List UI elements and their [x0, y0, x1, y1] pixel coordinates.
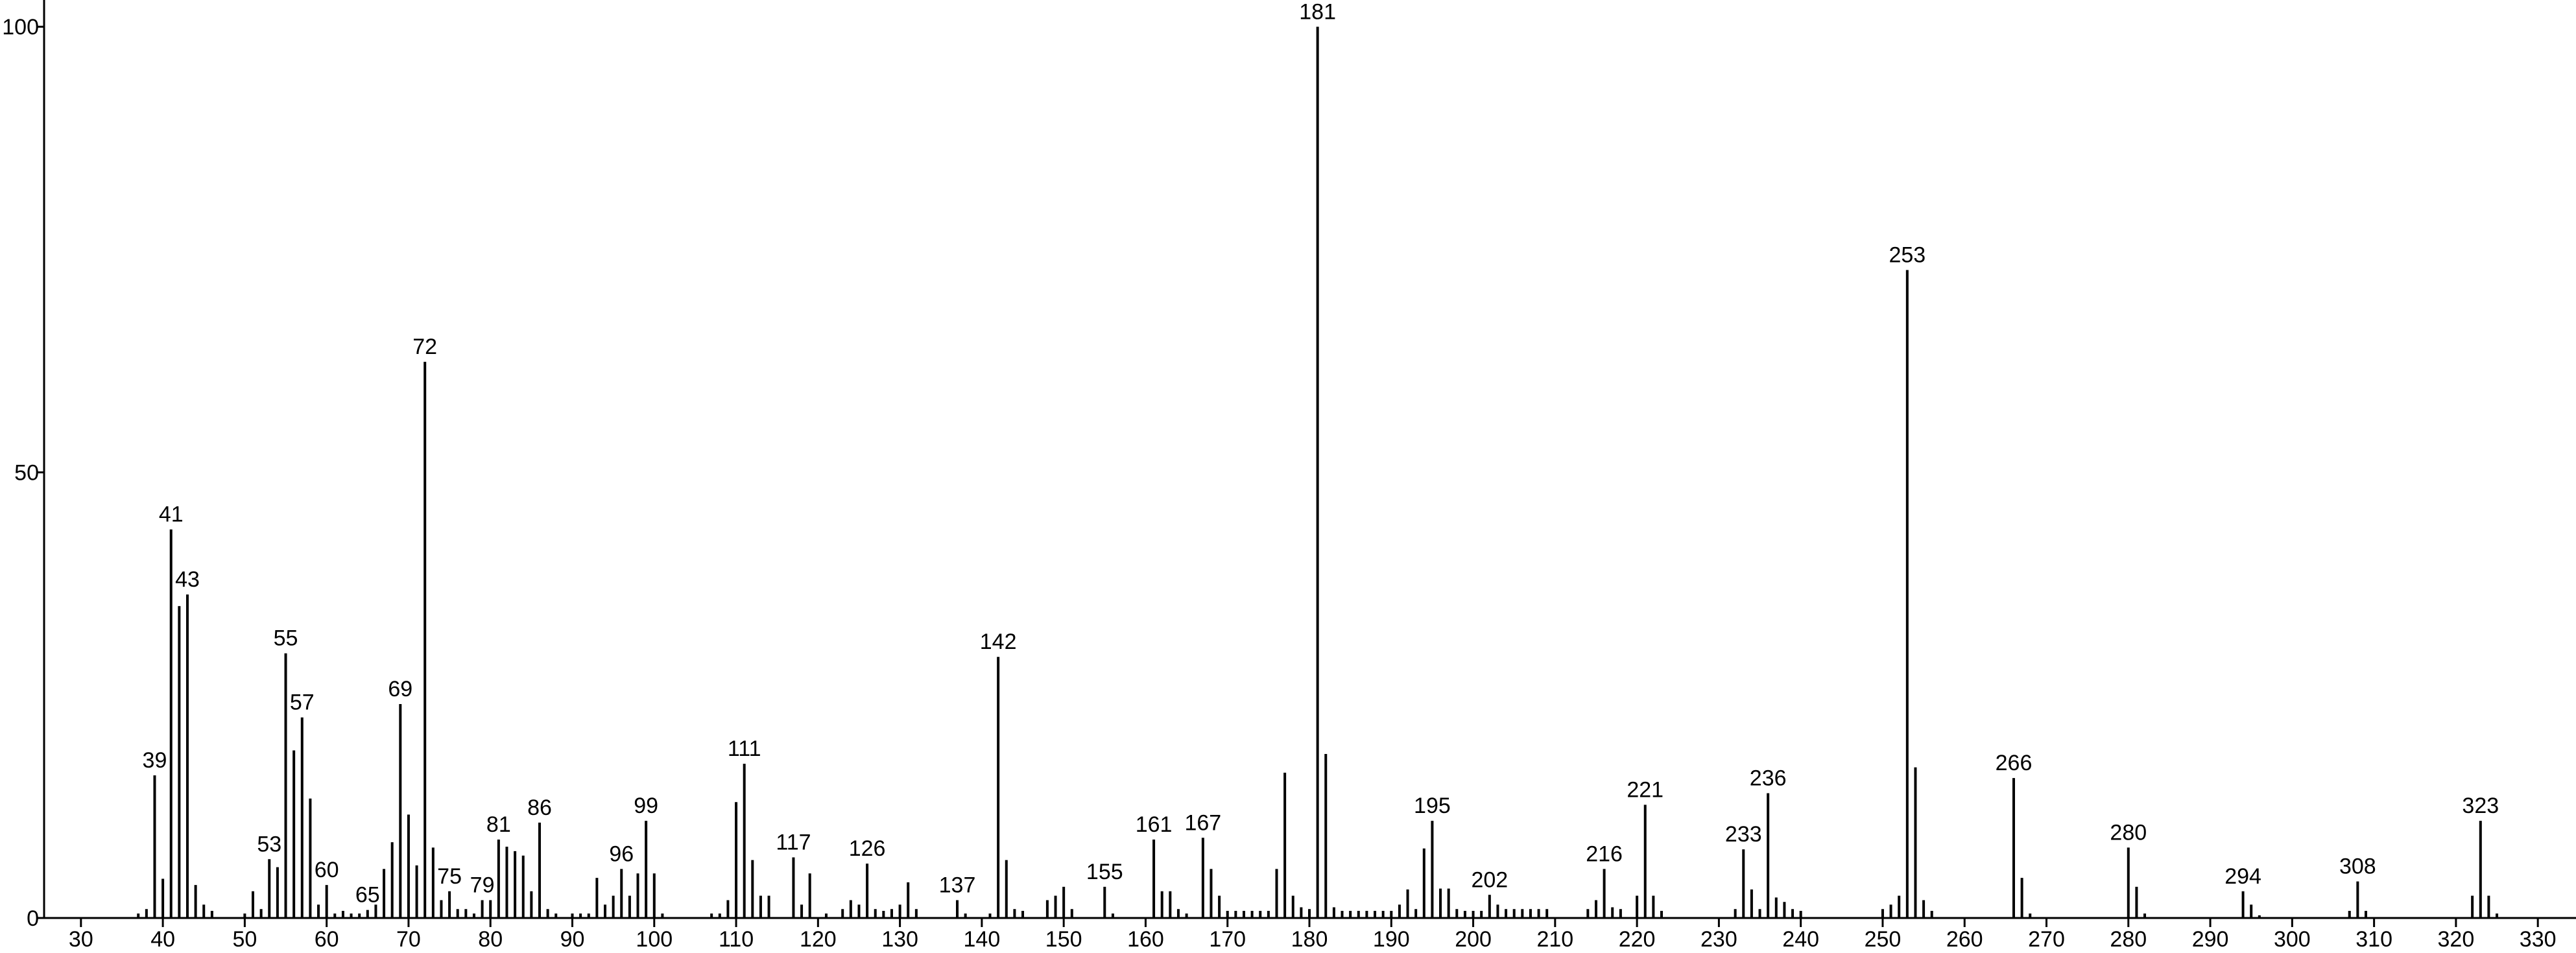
peak-label: 55 — [274, 626, 298, 651]
peak-label: 233 — [1725, 822, 1762, 847]
y-tick-label: 50 — [14, 461, 39, 486]
x-tick-label: 190 — [1373, 927, 1410, 952]
x-tick-label: 130 — [881, 927, 918, 952]
x-tick-label: 30 — [69, 927, 93, 952]
peak-label: 81 — [486, 812, 511, 837]
x-tick-label: 170 — [1209, 927, 1246, 952]
peak-label: 86 — [527, 795, 552, 820]
x-tick-label: 310 — [2355, 927, 2392, 952]
peak-label: 96 — [609, 841, 634, 866]
peak-label: 137 — [939, 873, 976, 898]
peak-label: 43 — [175, 567, 200, 592]
peak-label: 155 — [1086, 860, 1123, 884]
peak-label: 236 — [1750, 766, 1787, 791]
x-tick-label: 210 — [1536, 927, 1573, 952]
peak-label: 280 — [2110, 820, 2147, 845]
peak-label: 308 — [2339, 854, 2376, 879]
peak-label: 181 — [1299, 0, 1336, 24]
x-tick-label: 200 — [1455, 927, 1492, 952]
x-tick-label: 140 — [964, 927, 1001, 952]
x-tick-label: 320 — [2438, 927, 2475, 952]
x-tick-label: 60 — [315, 927, 339, 952]
x-tick-label: 180 — [1291, 927, 1328, 952]
x-tick-label: 250 — [1865, 927, 1902, 952]
x-tick-label: 270 — [2028, 927, 2065, 952]
peak-label: 266 — [1996, 751, 2033, 775]
peak-label: 216 — [1586, 841, 1623, 866]
x-tick-label: 110 — [719, 927, 754, 952]
peak-label: 161 — [1136, 812, 1173, 837]
peak-label: 126 — [849, 836, 886, 861]
x-tick-label: 70 — [396, 927, 421, 952]
peak-label: 142 — [980, 629, 1017, 654]
peak-label: 202 — [1471, 867, 1508, 892]
peak-label: 323 — [2462, 794, 2499, 818]
peak-label: 75 — [437, 864, 462, 889]
peak-label: 39 — [143, 748, 167, 773]
peak-label: 111 — [728, 736, 761, 761]
peak-label: 294 — [2224, 864, 2261, 889]
peak-label: 72 — [412, 335, 437, 359]
x-tick-label: 90 — [560, 927, 585, 952]
x-tick-label: 40 — [150, 927, 175, 952]
peak-label: 79 — [470, 873, 495, 898]
x-tick-label: 80 — [478, 927, 503, 952]
x-tick-label: 240 — [1782, 927, 1819, 952]
peak-label: 167 — [1184, 810, 1221, 835]
x-tick-label: 150 — [1045, 927, 1082, 952]
peak-label: 60 — [315, 858, 339, 882]
x-tick-label: 160 — [1127, 927, 1164, 952]
x-tick-label: 50 — [232, 927, 257, 952]
peak-label: 57 — [290, 690, 315, 715]
y-tick-label: 100 — [2, 15, 39, 40]
x-tick-label: 300 — [2274, 927, 2311, 952]
x-tick-label: 100 — [636, 927, 673, 952]
peak-label: 221 — [1627, 777, 1664, 802]
peak-label: 65 — [355, 883, 380, 908]
y-tick-label: 0 — [27, 906, 39, 931]
peak-label: 253 — [1889, 243, 1926, 268]
x-tick-label: 280 — [2110, 927, 2147, 952]
x-tick-label: 230 — [1700, 927, 1737, 952]
peak-label: 53 — [257, 832, 281, 856]
x-tick-label: 260 — [1946, 927, 1983, 952]
peak-label: 41 — [159, 502, 184, 527]
x-tick-label: 220 — [1619, 927, 1656, 952]
peak-label: 195 — [1414, 794, 1451, 818]
x-tick-label: 330 — [2520, 927, 2557, 952]
x-tick-label: 120 — [800, 927, 837, 952]
peak-label: 69 — [388, 677, 412, 701]
x-tick-label: 290 — [2192, 927, 2229, 952]
peak-label: 117 — [776, 830, 811, 855]
peak-label: 99 — [634, 794, 658, 818]
